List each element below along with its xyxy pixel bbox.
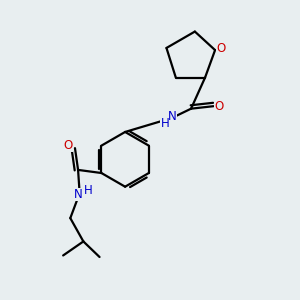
Text: O: O [216,42,225,55]
Text: H: H [84,184,93,197]
Text: N: N [168,110,177,123]
Text: O: O [214,100,224,113]
Text: H: H [160,117,169,130]
Text: O: O [64,139,73,152]
Text: N: N [74,188,82,201]
